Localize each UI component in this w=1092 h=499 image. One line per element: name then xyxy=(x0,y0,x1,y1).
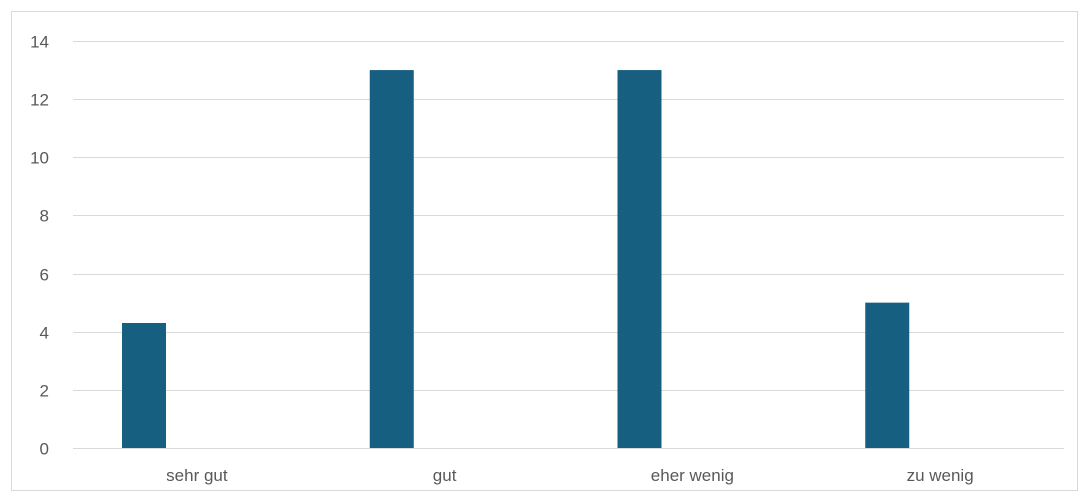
bar-zu-wenig xyxy=(865,302,910,448)
x-tick-label: eher wenig xyxy=(651,466,734,485)
x-tick-label: gut xyxy=(433,466,457,485)
x-tick-label: sehr gut xyxy=(166,466,228,485)
gridlines xyxy=(73,41,1064,449)
x-tick-label: zu wenig xyxy=(907,466,974,485)
y-tick-label: 4 xyxy=(40,324,49,343)
y-tick-label: 6 xyxy=(40,266,49,285)
y-tick-label: 8 xyxy=(40,207,49,226)
y-tick-label: 10 xyxy=(30,149,49,168)
bar-eher-wenig xyxy=(617,70,662,449)
y-axis-tick-labels: 0 2 4 6 8 10 12 14 xyxy=(30,33,49,459)
y-tick-label: 0 xyxy=(40,440,49,459)
bar-sehr-gut xyxy=(122,322,166,448)
bar-gut xyxy=(369,70,414,449)
y-tick-label: 14 xyxy=(30,33,49,52)
y-tick-label: 2 xyxy=(40,382,49,401)
y-tick-label: 12 xyxy=(30,91,49,110)
x-axis-tick-labels: sehr gut gut eher wenig zu wenig xyxy=(166,466,974,485)
bars xyxy=(122,70,910,449)
